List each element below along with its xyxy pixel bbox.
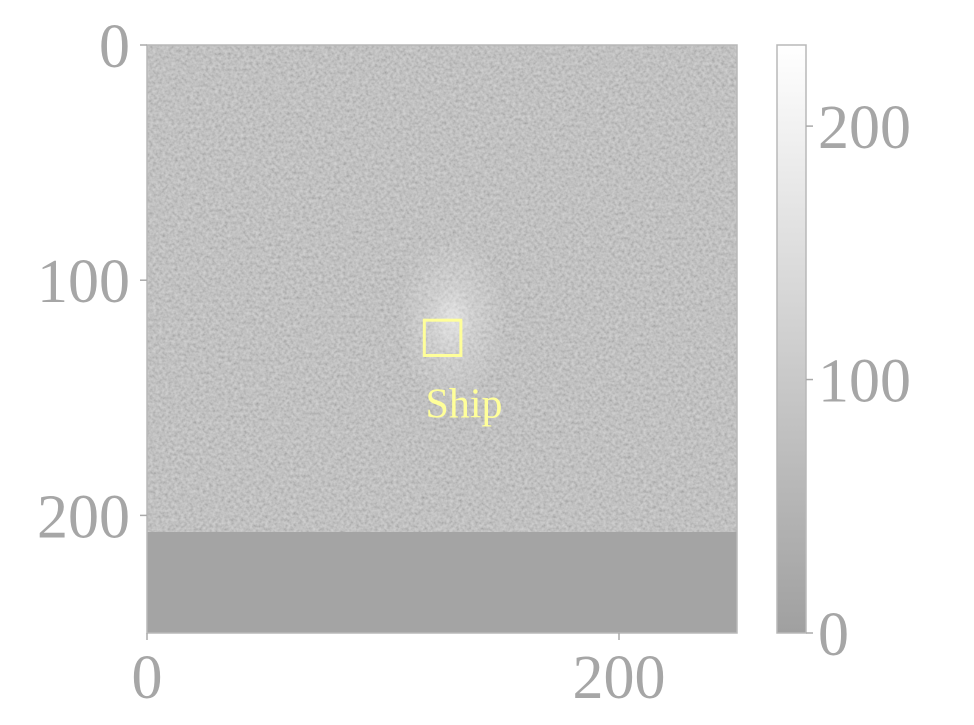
annotation-label: Ship (425, 382, 502, 428)
image-padding (147, 532, 737, 633)
colorbar-tick-label: 0 (818, 601, 849, 669)
y-tick-label: 0 (99, 13, 130, 81)
chart: 0 200 0 100 200 Ship 0 100 200 (0, 0, 974, 720)
colorbar-tick-label: 100 (818, 348, 911, 416)
x-tick-label: 0 (132, 644, 163, 712)
y-tick-label: 100 (37, 248, 130, 316)
y-tick-label: 200 (37, 483, 130, 551)
colorbar-tick-label: 200 (818, 94, 911, 162)
colorbar (777, 45, 806, 633)
x-tick-label: 200 (573, 644, 666, 712)
